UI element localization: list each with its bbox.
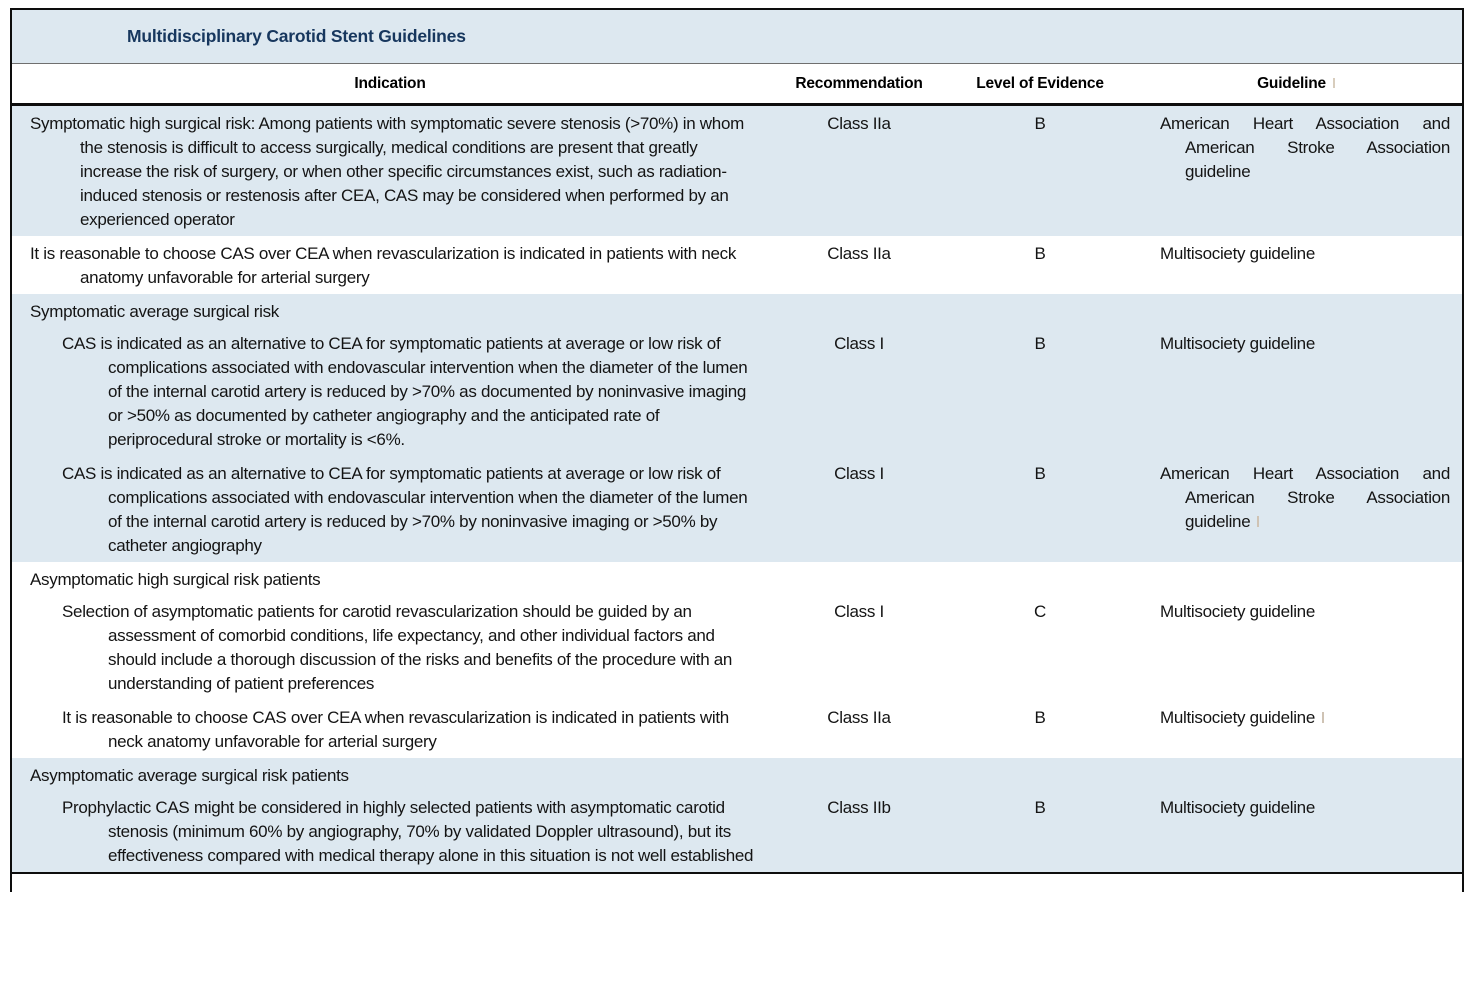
guideline-cell: Multisociety guideline	[1160, 244, 1315, 263]
guidelines-table: Multidisciplinary Carotid Stent Guidelin…	[10, 8, 1464, 892]
evidence-cell: B	[1034, 334, 1046, 353]
guideline-cell: Multisociety guideline	[1160, 334, 1315, 353]
guideline-cell: Multisociety guideline	[1160, 798, 1315, 817]
column-header-evidence: Level of Evidence	[976, 74, 1104, 92]
recommendation-cell: Class I	[834, 334, 884, 353]
indication-cell: CAS is indicated as an alternative to CE…	[62, 464, 748, 555]
indication-cell: It is reasonable to choose CAS over CEA …	[62, 708, 729, 751]
indication-cell: CAS is indicated as an alternative to CE…	[62, 334, 748, 449]
column-header-guideline-label: Guideline	[1257, 74, 1326, 92]
evidence-cell: C	[1034, 602, 1046, 621]
row-group: Asymptomatic high surgical risk patients…	[12, 562, 1462, 758]
evidence-cell: B	[1034, 708, 1046, 727]
evidence-cell: B	[1034, 798, 1046, 817]
table-row: Selection of asymptomatic patients for c…	[12, 594, 1462, 700]
guideline-cell: Multisociety guideline	[1160, 602, 1315, 621]
indication-cell: Selection of asymptomatic patients for c…	[62, 602, 733, 693]
table-row: Prophylactic CAS might be considered in …	[12, 790, 1462, 872]
row-group: It is reasonable to choose CAS over CEA …	[12, 236, 1462, 294]
recommendation-cell: Class IIa	[827, 708, 891, 727]
recommendation-cell: Class I	[834, 464, 884, 483]
recommendation-cell: Class IIa	[827, 114, 891, 133]
indication-cell: It is reasonable to choose CAS over CEA …	[30, 244, 737, 287]
table-row: It is reasonable to choose CAS over CEA …	[12, 236, 1462, 294]
table-row: It is reasonable to choose CAS over CEA …	[12, 700, 1462, 758]
table-row: Symptomatic high surgical risk: Among pa…	[12, 106, 1462, 236]
footnote-mark	[1321, 712, 1324, 723]
guideline-cell: Multisociety guideline	[1130, 700, 1462, 734]
column-header-row: Indication Recommendation Level of Evide…	[12, 64, 1462, 106]
guideline-cell: American Heart Association and American …	[1160, 464, 1450, 531]
recommendation-cell: Class I	[834, 602, 884, 621]
indication-cell: Prophylactic CAS might be considered in …	[62, 798, 754, 865]
section-header: Symptomatic average surgical risk	[30, 302, 279, 321]
section-header: Asymptomatic average surgical risk patie…	[30, 766, 349, 785]
column-header-recommendation: Recommendation	[795, 74, 923, 92]
footnote-mark	[1332, 77, 1335, 88]
evidence-cell: B	[1034, 244, 1046, 263]
row-group: Asymptomatic average surgical risk patie…	[12, 758, 1462, 872]
table-row: CAS is indicated as an alternative to CE…	[12, 456, 1462, 562]
column-header-guideline: Guideline	[1130, 75, 1462, 93]
row-group: Symptomatic average surgical risk CAS is …	[12, 294, 1462, 562]
footnote-mark	[1257, 516, 1260, 527]
evidence-cell: B	[1034, 114, 1046, 133]
table-bottom-rule	[12, 872, 1462, 892]
column-header-indication: Indication	[354, 74, 426, 92]
row-group: Symptomatic high surgical risk: Among pa…	[12, 106, 1462, 236]
table-title-row: Multidisciplinary Carotid Stent Guidelin…	[12, 10, 1462, 64]
table-body: Symptomatic high surgical risk: Among pa…	[12, 106, 1462, 872]
table-title: Multidisciplinary Carotid Stent Guidelin…	[127, 26, 466, 46]
indication-cell: Symptomatic high surgical risk: Among pa…	[30, 114, 744, 229]
section-header: Asymptomatic high surgical risk patients	[30, 570, 321, 589]
table-row: CAS is indicated as an alternative to CE…	[12, 326, 1462, 456]
evidence-cell: B	[1034, 464, 1046, 483]
guideline-cell: American Heart Association and American …	[1160, 114, 1450, 181]
recommendation-cell: Class IIb	[827, 798, 891, 817]
recommendation-cell: Class IIa	[827, 244, 891, 263]
